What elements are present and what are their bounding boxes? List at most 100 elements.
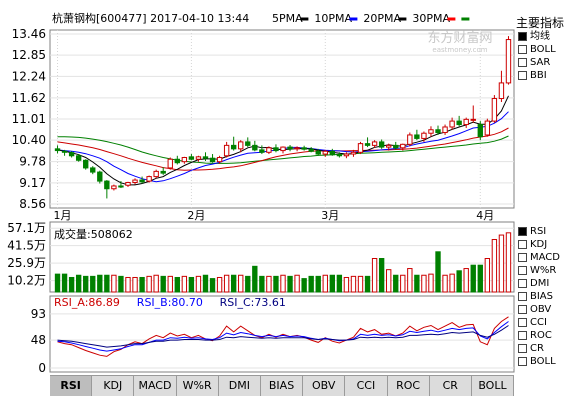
indicator-option[interactable]: 均线 bbox=[518, 30, 550, 43]
candle-body bbox=[400, 143, 406, 149]
indicator-option-label: BIAS bbox=[530, 291, 553, 302]
checkbox-icon[interactable] bbox=[518, 239, 527, 249]
volume-bar bbox=[181, 275, 188, 293]
tab-bias[interactable]: BIAS bbox=[261, 376, 304, 396]
price-tick-label: 12.85 bbox=[12, 48, 46, 62]
indicator-option-label: CCI bbox=[530, 317, 547, 328]
candle-body bbox=[371, 141, 378, 146]
indicator-option[interactable]: BIAS bbox=[518, 290, 553, 303]
indicator-option[interactable]: DMI bbox=[518, 277, 549, 290]
candle-body bbox=[118, 185, 124, 188]
checkbox-icon[interactable] bbox=[518, 44, 527, 54]
candle-body bbox=[456, 120, 462, 126]
checkbox-icon[interactable] bbox=[518, 226, 527, 236]
indicator-option[interactable]: OBV bbox=[518, 303, 551, 316]
indicator-option-label: MACD bbox=[530, 252, 560, 263]
rsi-tick-label: 48 bbox=[31, 333, 46, 347]
checkbox-icon[interactable] bbox=[518, 70, 527, 80]
candle-body bbox=[139, 179, 145, 183]
tab-boll[interactable]: BOLL bbox=[472, 376, 515, 396]
indicator-option[interactable]: BOLL bbox=[518, 43, 556, 56]
volume-bar bbox=[245, 275, 251, 293]
volume-title: 成交量:508062 bbox=[54, 227, 133, 241]
tab-cr[interactable]: CR bbox=[430, 376, 472, 396]
volume-bar bbox=[329, 274, 336, 293]
indicator-option[interactable]: MACD bbox=[518, 251, 560, 264]
volume-bar bbox=[414, 274, 420, 293]
candle-body bbox=[104, 180, 110, 190]
checkbox-icon[interactable] bbox=[518, 278, 527, 288]
indicator-option[interactable]: ROC bbox=[518, 329, 552, 342]
ma20-line bbox=[57, 127, 509, 171]
indicator-option[interactable]: CR bbox=[518, 342, 544, 355]
tab-cci[interactable]: CCI bbox=[345, 376, 388, 396]
checkbox-icon[interactable] bbox=[518, 317, 527, 327]
volume-tick-label: 57.1万 bbox=[7, 221, 46, 235]
tab-macd[interactable]: MACD bbox=[134, 376, 177, 396]
indicator-option[interactable]: BOLL bbox=[518, 355, 556, 368]
checkbox-icon[interactable] bbox=[518, 304, 527, 314]
price-tick-label: 11.01 bbox=[12, 112, 46, 126]
tab-roc[interactable]: ROC bbox=[388, 376, 430, 396]
indicator-option[interactable]: KDJ bbox=[518, 238, 547, 251]
checkbox-icon[interactable] bbox=[518, 252, 527, 262]
price-tick-label: 13.46 bbox=[12, 27, 46, 41]
candle-body bbox=[202, 156, 209, 159]
indicator-option[interactable]: BBI bbox=[518, 69, 547, 82]
volume-bar bbox=[400, 274, 406, 293]
candle-body bbox=[54, 148, 61, 152]
main-indicators-title: 主要指标 bbox=[516, 16, 565, 30]
candle-body bbox=[153, 170, 159, 178]
candle-body bbox=[491, 98, 498, 122]
volume-bar bbox=[209, 278, 216, 293]
checkbox-icon[interactable] bbox=[518, 31, 527, 41]
indicator-option[interactable]: SAR bbox=[518, 56, 550, 69]
rsi-legend-label: RSI_A:86.89 bbox=[54, 296, 120, 309]
ma-legend-label: 10PMA bbox=[314, 12, 352, 25]
volume-bar bbox=[195, 275, 202, 293]
indicator-option-label: BOLL bbox=[530, 44, 556, 55]
volume-bar bbox=[456, 270, 462, 293]
candle-body bbox=[343, 153, 350, 157]
month-label: 4月 bbox=[476, 209, 494, 222]
volume-bar bbox=[139, 276, 145, 293]
checkbox-icon[interactable] bbox=[518, 291, 527, 301]
tab-wpctr[interactable]: W%R bbox=[177, 376, 219, 396]
checkbox-icon[interactable] bbox=[518, 343, 527, 353]
candle-body bbox=[308, 148, 314, 152]
candle-body bbox=[245, 141, 251, 146]
candle-body bbox=[315, 150, 321, 155]
tab-kdj[interactable]: KDJ bbox=[92, 376, 135, 396]
candle-body bbox=[216, 157, 223, 163]
indicator-option[interactable]: CCI bbox=[518, 316, 547, 329]
volume-bar bbox=[484, 258, 491, 293]
price-tick-label: 9.17 bbox=[19, 176, 46, 190]
volume-bar bbox=[435, 251, 441, 293]
indicator-option[interactable]: W%R bbox=[518, 264, 556, 277]
checkbox-icon[interactable] bbox=[518, 356, 527, 366]
tab-rsi[interactable]: RSI bbox=[50, 376, 93, 396]
tab-obv[interactable]: OBV bbox=[303, 376, 346, 396]
volume-bar bbox=[477, 264, 483, 293]
indicator-option[interactable]: RSI bbox=[518, 225, 546, 238]
volume-bar bbox=[315, 275, 321, 293]
volume-bar bbox=[273, 275, 279, 293]
volume-bar bbox=[259, 275, 265, 293]
candle-body bbox=[209, 157, 216, 163]
volume-bar bbox=[421, 274, 427, 293]
volume-bar bbox=[407, 268, 413, 293]
indicator-option-label: BBI bbox=[530, 70, 547, 81]
volume-bar bbox=[308, 275, 314, 293]
candle-body bbox=[132, 179, 138, 183]
candle-body bbox=[167, 158, 173, 169]
volume-bar bbox=[132, 276, 138, 293]
indicator-tab-bar: RSI KDJ MACD W%R DMI BIAS OBV CCI ROC CR BOLL bbox=[50, 375, 515, 396]
volume-bar bbox=[378, 258, 385, 293]
indicator-option-label: BOLL bbox=[530, 356, 556, 367]
volume-bar bbox=[75, 274, 82, 293]
ma-legend-label: 5PMA bbox=[272, 12, 303, 25]
checkbox-icon[interactable] bbox=[518, 57, 527, 67]
tab-dmi[interactable]: DMI bbox=[219, 376, 261, 396]
checkbox-icon[interactable] bbox=[518, 330, 527, 340]
checkbox-icon[interactable] bbox=[518, 265, 527, 275]
